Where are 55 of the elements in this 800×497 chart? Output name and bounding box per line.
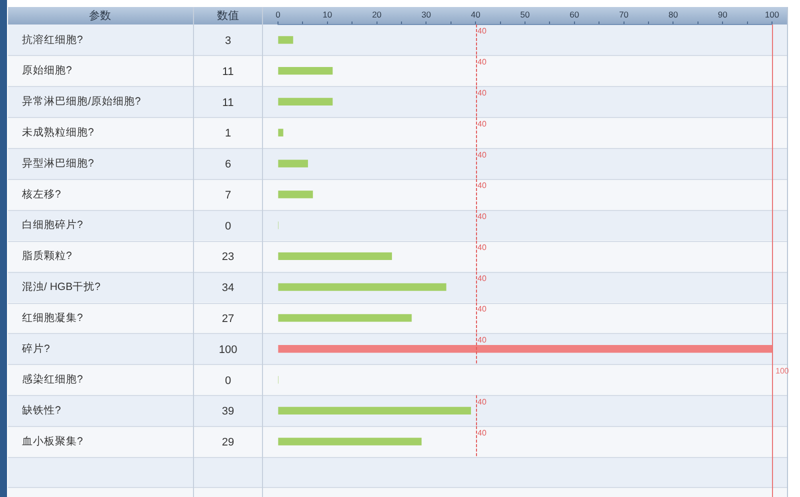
data-label: 1	[224, 128, 232, 140]
data-label: 29	[222, 436, 234, 449]
x2-tick-label: 30	[421, 10, 432, 20]
y-tick-label: 异常淋巴细胞/原始细胞?	[22, 94, 141, 108]
data-label: 23	[222, 251, 234, 264]
data-label: 11	[222, 66, 234, 78]
x2-tick-label: 0	[276, 10, 281, 20]
ref-line-label: 100	[776, 366, 790, 376]
y-tick-label: 混浊/ HGB干扰?	[22, 280, 101, 293]
y-tick-label: 原始细胞?	[22, 64, 72, 77]
y-tick-label: 感染红细胞?	[22, 372, 83, 386]
x2-tick-label: 90	[718, 10, 728, 20]
text: 40	[478, 428, 486, 438]
text: 40	[478, 242, 486, 252]
text: 40	[478, 150, 486, 160]
data-label: 11	[222, 96, 234, 109]
text: 40	[478, 304, 486, 314]
data-label: 100	[218, 344, 238, 356]
y-tick-label: 白细胞碎片?	[22, 218, 83, 232]
ref-line-label: 40	[478, 26, 487, 36]
data-label: 0	[224, 374, 232, 387]
x2-tick-label: 20	[372, 10, 382, 20]
text: 40	[478, 119, 486, 128]
x-axis-title: 数值	[217, 10, 239, 22]
x2-tick-label: 100	[764, 10, 780, 20]
data-label: 6	[224, 158, 232, 171]
text: 40	[478, 336, 486, 345]
x2-tick-label: 70	[619, 10, 629, 20]
text: 40	[478, 212, 486, 222]
data-label: 34	[222, 282, 234, 294]
y-tick-label: 未成熟粒细胞?	[22, 126, 94, 139]
y-tick-label: 抗溶红细胞?	[22, 32, 83, 46]
data-label: 3	[224, 34, 232, 47]
text: 40	[478, 181, 486, 190]
data-label: 27	[222, 313, 234, 326]
y-tick-label: 红细胞凝集?	[22, 312, 83, 324]
y-tick-label: 核左移?	[21, 187, 61, 200]
data-label: 7	[224, 189, 232, 202]
text: 40	[478, 88, 486, 98]
y-tick-label: 碎片?	[21, 342, 50, 355]
y-axis-title: 参数	[89, 8, 111, 22]
text: 40	[478, 397, 486, 406]
y-tick-label: 异型淋巴细胞?	[22, 156, 94, 170]
x2-tick-label: 10	[322, 10, 332, 20]
y-tick-label: 脂质颗粒?	[22, 249, 72, 262]
x2-tick-label: 50	[520, 10, 530, 20]
text: 40	[478, 58, 486, 67]
text: 40	[478, 274, 486, 283]
data-label: 0	[224, 220, 232, 232]
x2-tick-label: 80	[668, 10, 678, 20]
x2-tick-label: 60	[570, 10, 580, 20]
y-tick-label: 血小板聚集?	[22, 434, 83, 448]
y-tick-label: 缺铁性?	[22, 404, 61, 417]
x2-tick-label: 40	[470, 10, 481, 20]
data-label: 39	[222, 406, 234, 418]
